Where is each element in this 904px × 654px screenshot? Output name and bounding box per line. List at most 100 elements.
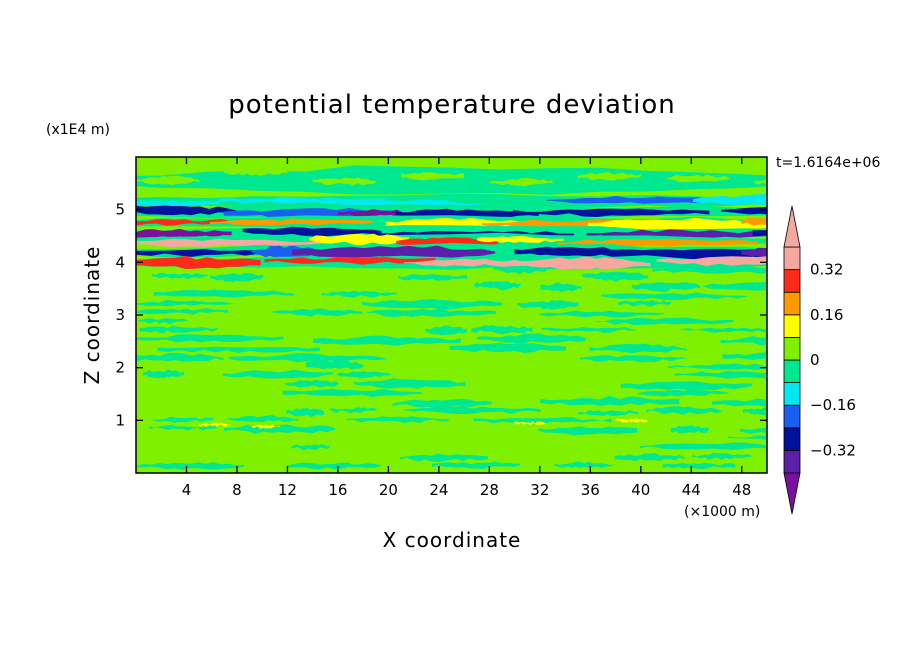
- field-region: [136, 200, 220, 207]
- field-region: [136, 334, 284, 343]
- field-region: [614, 452, 685, 462]
- field-region: [336, 371, 392, 379]
- colorbar-max-arrow: [783, 205, 801, 248]
- field-region: [589, 343, 688, 354]
- field-region: [595, 317, 733, 326]
- field-region: [546, 195, 741, 204]
- field-region: [722, 352, 767, 360]
- y-tick-label: 3: [115, 306, 125, 324]
- field-region: [666, 174, 730, 183]
- y-axis: 1 2 3 4 5: [115, 201, 767, 429]
- colorbar-segment: [783, 427, 801, 451]
- field-region: [727, 435, 767, 441]
- field-region: [346, 416, 449, 424]
- field-region: [249, 424, 282, 430]
- field-region: [264, 256, 436, 265]
- x-axis: 4 8 12 16 20 24 28 32 36 40 44 48: [182, 157, 751, 499]
- field-region: [157, 346, 320, 353]
- field-region: [353, 378, 466, 389]
- field-region: [631, 282, 701, 292]
- field-region: [557, 238, 758, 247]
- x-tick-label: 28: [480, 481, 499, 499]
- x-tick-label: 16: [328, 481, 347, 499]
- chart-title: potential temperature deviation: [228, 90, 675, 120]
- field-region: [149, 425, 217, 431]
- y-tick-label: 2: [115, 359, 125, 377]
- x-tick-label: 12: [278, 481, 297, 499]
- field-region: [242, 226, 382, 238]
- field-region: [139, 325, 218, 334]
- field-region: [741, 247, 767, 258]
- field-region: [703, 282, 767, 291]
- field-region: [754, 179, 767, 185]
- field-region: [477, 236, 564, 243]
- field-region: [448, 194, 548, 205]
- field-region: [513, 208, 710, 217]
- x-tick-label: 20: [379, 481, 398, 499]
- field-region: [210, 218, 374, 226]
- field-region: [226, 415, 299, 423]
- field-region: [538, 426, 638, 436]
- field-region: [143, 369, 185, 379]
- field-region: [401, 172, 465, 181]
- field-region: [136, 175, 200, 186]
- colorbar-segment: [783, 404, 801, 429]
- field-region: [449, 343, 566, 353]
- colorbar-min-arrow: [783, 472, 801, 515]
- field-region: [222, 369, 333, 379]
- field-region: [600, 292, 749, 301]
- field-region: [321, 290, 397, 298]
- field-region: [431, 461, 521, 469]
- field-region: [403, 406, 541, 415]
- colorbar-tick-label: −0.32: [810, 441, 856, 459]
- colorbar-tick-label: 0: [810, 351, 820, 369]
- field-region: [615, 418, 648, 423]
- field-region: [291, 444, 330, 451]
- field-region: [517, 300, 579, 310]
- field-region: [712, 398, 767, 407]
- field-region: [313, 335, 461, 346]
- field-region: [575, 410, 639, 416]
- field-region: [136, 255, 261, 269]
- field-region: [646, 406, 722, 415]
- field-region: [136, 299, 234, 307]
- field-region: [251, 245, 318, 259]
- field-region: [400, 453, 489, 463]
- field-region: [425, 325, 467, 336]
- field-region: [392, 398, 492, 409]
- field-region: [286, 408, 324, 417]
- field-region: [271, 308, 363, 317]
- field-region: [473, 417, 612, 424]
- field-region: [577, 172, 641, 181]
- field-region: [720, 336, 767, 346]
- x-tick-label: 36: [581, 481, 600, 499]
- colorbar-segment: [783, 336, 801, 361]
- colorbar-tick-label: 0.16: [810, 306, 843, 324]
- field-region: [620, 381, 753, 391]
- field-region: [656, 256, 767, 267]
- colorbar-segment: [783, 291, 801, 316]
- field-region: [587, 217, 767, 232]
- y-axis-title: Z coordinate: [80, 246, 104, 385]
- colorbar-tick-label: 0.32: [810, 261, 843, 279]
- field-region: [514, 421, 547, 426]
- field-region: [224, 168, 288, 176]
- field-region: [286, 462, 382, 470]
- field-region: [523, 256, 651, 270]
- field-region: [600, 248, 767, 261]
- field-region: [403, 258, 545, 267]
- field-region: [136, 228, 232, 239]
- field-region: [136, 308, 229, 315]
- field-region: [138, 318, 188, 325]
- field-region: [540, 395, 680, 406]
- x-tick-label: 48: [732, 481, 751, 499]
- colorbar-segment: [783, 449, 801, 474]
- contour-field: [136, 157, 767, 473]
- field-region: [540, 282, 582, 293]
- x-tick-label: 32: [530, 481, 549, 499]
- colorbar-segment: [783, 382, 801, 406]
- x-unit-label: (×1000 m): [684, 504, 760, 520]
- field-region: [151, 272, 208, 280]
- x-axis-title: X coordinate: [383, 528, 522, 552]
